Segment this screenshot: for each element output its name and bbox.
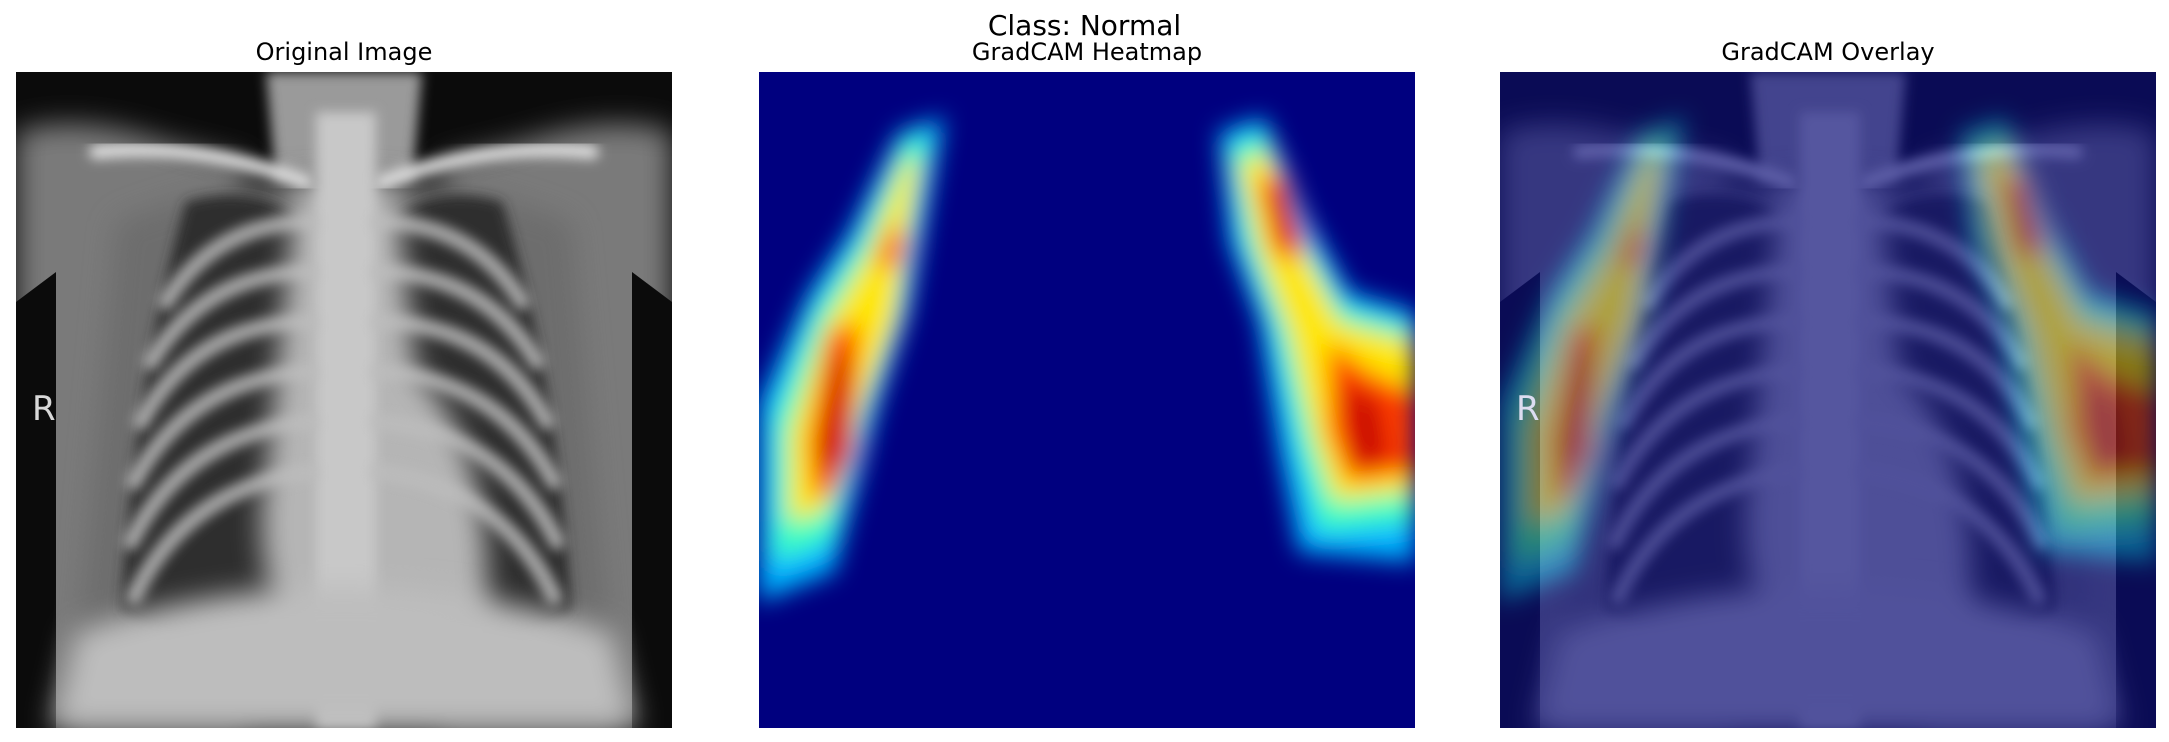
gradcam-heatmap-image [759, 72, 1415, 728]
overlay-xray-marker-r: R [1516, 389, 1540, 429]
heatmap-title: GradCAM Heatmap [971, 38, 1203, 66]
original-image-title: Original Image [255, 38, 433, 66]
xray-marker-r: R [32, 389, 56, 429]
overlay-title: GradCAM Overlay [1721, 38, 1935, 66]
figure-title: Class: Normal [987, 9, 1182, 42]
gradcam-overlay-image: R [1500, 72, 2156, 728]
original-xray-image: R [16, 72, 672, 728]
